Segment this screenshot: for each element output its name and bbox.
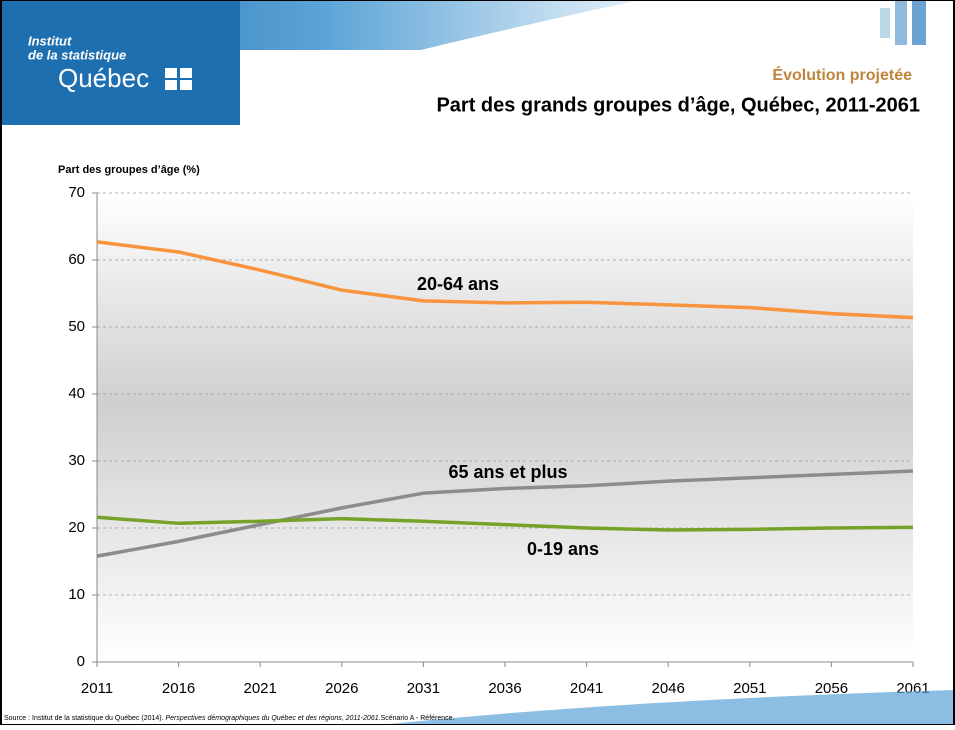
chart-title: Évolution projetée: [772, 65, 912, 84]
deco: [880, 8, 890, 38]
flag: [165, 68, 177, 78]
y-tick-label: 50: [68, 318, 85, 335]
flag: [165, 80, 177, 90]
y-tick-label: 10: [68, 586, 85, 603]
plot-area: [97, 193, 913, 662]
x-tick-label: 2036: [488, 680, 521, 697]
series-label: 65 ans et plus: [448, 462, 567, 482]
logo-text: de la statistique: [28, 47, 126, 62]
y-tick-label: 60: [68, 251, 85, 268]
flag: [180, 68, 192, 78]
source-part: Scénario A - Référence.: [381, 715, 455, 722]
x-tick-label: 2026: [325, 680, 358, 697]
y-tick-label: 70: [68, 184, 85, 201]
logo-text: Québec: [58, 63, 149, 93]
source-part: Source : Institut de la statistique du Q…: [4, 715, 165, 722]
x-tick-label: 2041: [570, 680, 603, 697]
y-tick-label: 0: [77, 653, 85, 670]
deco: [895, 0, 907, 45]
x-tick-label: 2021: [244, 680, 277, 697]
y-tick-label: 30: [68, 452, 85, 469]
x-tick-label: 2016: [162, 680, 195, 697]
y-axis-label: Part des groupes d’âge (%): [58, 164, 200, 176]
flag: [180, 80, 192, 90]
slide: Institut de la statistique Québec Évolut…: [0, 0, 955, 725]
x-tick-label: 2046: [652, 680, 685, 697]
title-box: [240, 50, 955, 130]
x-tick-label: 2031: [407, 680, 440, 697]
series-label: 0-19 ans: [527, 539, 599, 559]
deco: [912, 0, 926, 45]
source-part: Perspectives démographiques du Québec et…: [165, 715, 380, 722]
y-tick-label: 40: [68, 385, 85, 402]
series-label: 20-64 ans: [417, 274, 499, 294]
source: Source : Institut de la statistique du Q…: [4, 715, 455, 722]
x-tick-label: 2011: [81, 680, 113, 697]
logo-text: Institut: [28, 33, 72, 48]
y-tick-label: 20: [68, 519, 85, 536]
x-tick-label: 2051: [733, 680, 766, 697]
chart-subtitle: Part des grands groupes d’âge, Québec, 2…: [436, 94, 920, 116]
